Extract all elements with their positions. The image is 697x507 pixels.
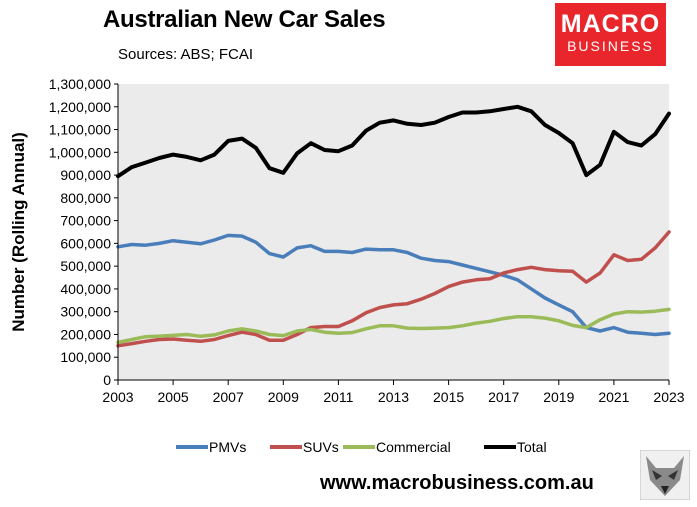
macrobusiness-logo: MACRO BUSINESS (555, 3, 666, 66)
y-tick-label: 900,000 (60, 167, 111, 183)
y-tick-label: 300,000 (60, 304, 111, 320)
fox-logo-icon (640, 450, 690, 500)
legend-label-suvs: SUVs (303, 439, 339, 455)
y-tick-label: 700,000 (60, 213, 111, 229)
x-tick-label: 2015 (433, 389, 464, 405)
y-tick-label: 1,000,000 (49, 144, 111, 160)
series-line-commercial (116, 307, 671, 345)
y-axis-ticks: 0 100,000 200,000 300,000 400,000 500,000 600,… (49, 76, 118, 388)
y-axis-label: Number (Rolling Annual) (9, 132, 28, 332)
logo-text-bottom: BUSINESS (567, 38, 654, 54)
legend-label-commercial: Commercial (376, 439, 451, 455)
y-tick-label: 400,000 (60, 281, 111, 297)
x-tick-label: 2011 (323, 389, 353, 405)
x-tick-label: 2007 (213, 389, 244, 405)
x-tick-label: 2009 (268, 389, 299, 405)
y-tick-label: 800,000 (60, 190, 111, 206)
series-lines (116, 104, 671, 348)
legend: PMVs SUVs Commercial Total (176, 439, 547, 455)
y-tick-label: 100,000 (60, 349, 111, 365)
y-tick-label: 1,100,000 (49, 122, 111, 138)
legend-label-pmvs: PMVs (209, 439, 246, 455)
x-tick-label: 2003 (102, 389, 133, 405)
x-tick-label: 2013 (378, 389, 409, 405)
x-axis-ticks: 2003 2005 2007 2009 2011 2013 2015 2017 2019 2021… (102, 380, 685, 405)
y-tick-label: 200,000 (60, 326, 111, 342)
x-tick-label: 2005 (158, 389, 189, 405)
y-tick-label: 500,000 (60, 258, 111, 274)
plot-area (118, 84, 669, 380)
series-line-suvs (116, 230, 671, 348)
x-tick-label: 2019 (543, 389, 574, 405)
x-tick-label: 2021 (598, 389, 629, 405)
x-tick-label: 2017 (488, 389, 519, 405)
series-line-total (116, 104, 671, 179)
website-url[interactable]: www.macrobusiness.com.au (320, 472, 594, 494)
legend-label-total: Total (517, 439, 547, 455)
series-line-pmvs (116, 233, 671, 337)
y-tick-label: 600,000 (60, 235, 111, 251)
y-tick-label: 1,200,000 (49, 99, 111, 115)
logo-text-top: MACRO (560, 10, 661, 38)
x-tick-label: 2023 (653, 389, 684, 405)
chart-subtitle: Sources: ABS; FCAI (118, 46, 254, 63)
chart-title: Australian New Car Sales (103, 6, 386, 33)
y-tick-label: 0 (103, 372, 111, 388)
y-tick-label: 1,300,000 (49, 76, 111, 92)
